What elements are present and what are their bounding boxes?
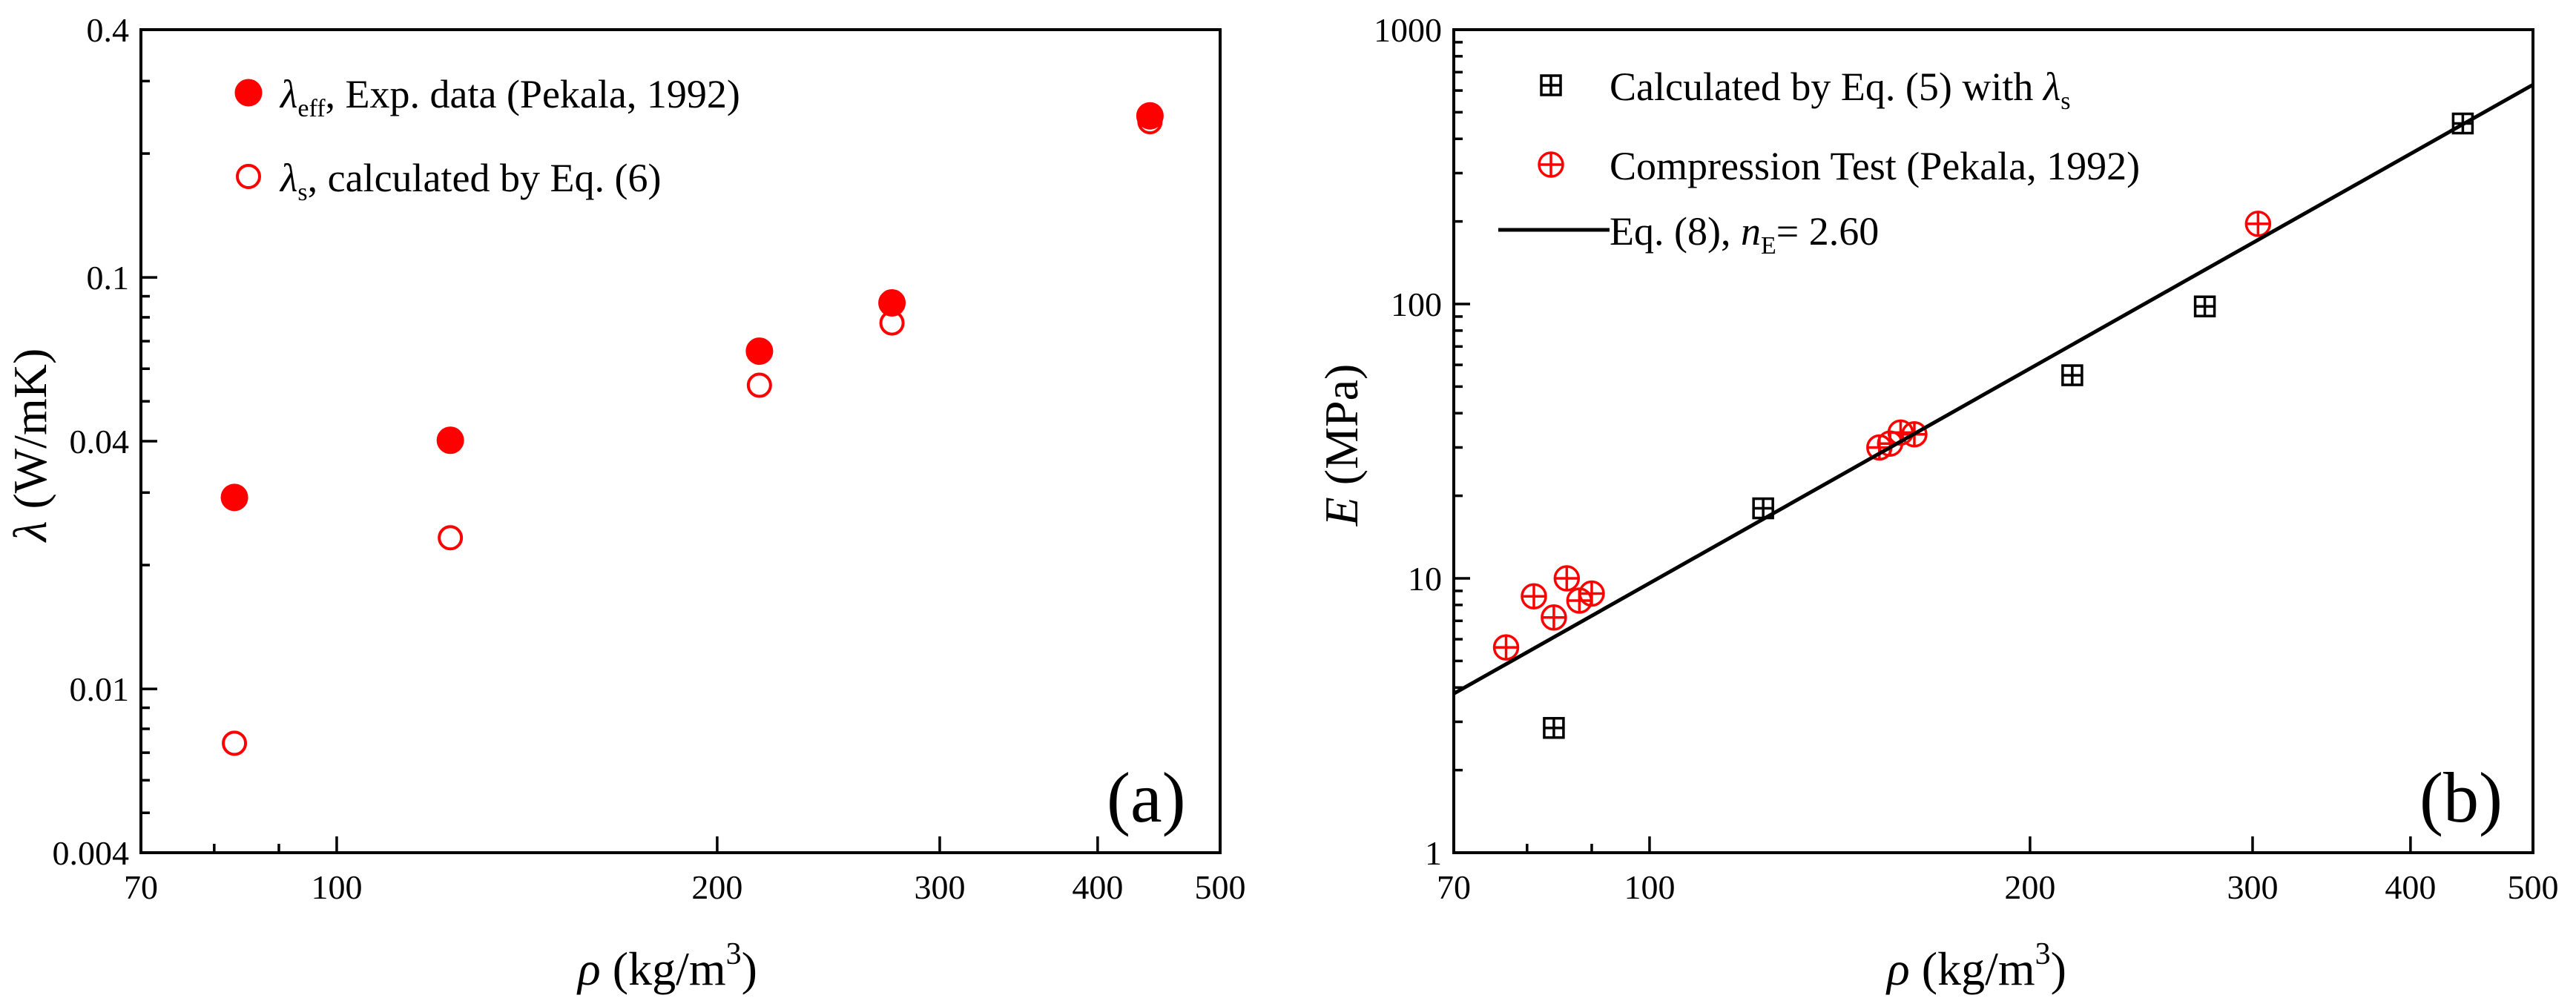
panel-a-legend: λeff, Exp. data (Pekala, 1992) λs, calcu… xyxy=(234,72,740,206)
x-tick-label: 400 xyxy=(1072,868,1123,906)
y-tick-label: 0.01 xyxy=(70,670,130,708)
point-calculated xyxy=(2061,364,2083,386)
x-tick-label: 400 xyxy=(2385,868,2436,906)
point-compression xyxy=(1553,565,1581,592)
panel-a-y-axis-label: λ (W/mK) xyxy=(4,348,56,544)
panel-a-marks xyxy=(220,102,1164,756)
y-tick-label: 0.4 xyxy=(87,11,130,49)
point-calculated xyxy=(1543,716,1565,739)
panel-b-tick-labels: 70 100 200 300 400 500 1 10 100 1000 xyxy=(1374,11,2559,906)
point-lambda-s xyxy=(879,310,905,336)
point-lambda-s xyxy=(438,525,464,551)
y-tick-label: 0.004 xyxy=(53,834,130,872)
panel-b-frame xyxy=(1452,28,2534,854)
point-compression xyxy=(2244,211,2272,237)
legend-marker-compression xyxy=(1538,151,1564,178)
point-compression xyxy=(1578,580,1605,607)
legend-label-compression: Compression Test (Pekala, 1992) xyxy=(1610,144,2140,188)
y-tick-label: 0.04 xyxy=(70,423,130,460)
panel-a-frame xyxy=(139,28,1222,854)
panel-b-chart: 70 100 200 300 400 500 1 10 100 1000 Calculated b… xyxy=(1315,11,2559,995)
x-tick-label: 200 xyxy=(2004,868,2055,906)
y-tick-label: 100 xyxy=(1391,285,1442,323)
panel-a-ticks xyxy=(139,28,1222,854)
y-tick-label: 1 xyxy=(1425,834,1442,872)
panel-b-x-axis-label: ρ (kg/m3) xyxy=(1885,937,2066,995)
point-lambda-s xyxy=(222,730,248,756)
legend-marker-lambda-eff xyxy=(234,79,263,107)
point-lambda-eff xyxy=(745,337,774,366)
panel-a-x-axis-label: ρ (kg/m3) xyxy=(576,937,757,995)
point-lambda-eff xyxy=(436,426,464,455)
x-tick-label: 300 xyxy=(2227,868,2278,906)
panel-b-ticks xyxy=(1452,28,2534,854)
legend-marker-lambda-s xyxy=(236,164,261,189)
point-compression xyxy=(1521,583,1547,609)
panel-b-y-axis-label: E (MPa) xyxy=(1315,364,1368,527)
legend-label-calculated: Calculated by Eq. (5) with λs xyxy=(1610,65,2070,115)
point-lambda-s xyxy=(1137,109,1163,135)
panel-a-tag: (a) xyxy=(1107,758,1186,837)
panel-b-legend: Calculated by Eq. (5) with λs Compressio… xyxy=(1498,65,2140,260)
y-tick-label: 0.1 xyxy=(87,259,130,297)
y-tick-label: 1000 xyxy=(1374,11,1442,49)
point-calculated xyxy=(2193,295,2216,317)
point-lambda-eff xyxy=(220,483,248,512)
panel-b-marks xyxy=(1452,83,2534,739)
legend-marker-calculated xyxy=(1540,74,1562,96)
x-tick-label: 70 xyxy=(1437,868,1471,906)
x-tick-label: 300 xyxy=(914,868,965,906)
panel-a-tick-labels: 70 100 200 300 400 500 0.004 0.01 0.04 0.1 0.4 xyxy=(53,11,1246,906)
point-lambda-eff xyxy=(878,289,906,317)
x-tick-label: 500 xyxy=(1195,868,1246,906)
x-tick-label: 200 xyxy=(691,868,742,906)
point-compression xyxy=(1492,634,1520,661)
legend-label-lambda-s: λs, calculated by Eq. (6) xyxy=(279,156,661,206)
x-tick-label: 100 xyxy=(1624,868,1675,906)
legend-label-fit-line: Eq. (8), nE= 2.60 xyxy=(1610,209,1879,260)
fit-line xyxy=(1452,83,2534,696)
x-tick-label: 500 xyxy=(2508,868,2559,906)
point-lambda-s xyxy=(746,372,772,398)
point-lambda-eff xyxy=(1136,102,1164,130)
point-compression xyxy=(1541,604,1567,631)
panel-b-tag: (b) xyxy=(2419,758,2503,837)
x-tick-label: 70 xyxy=(124,868,158,906)
legend-label-lambda-eff: λeff, Exp. data (Pekala, 1992) xyxy=(279,72,740,122)
y-tick-label: 10 xyxy=(1408,560,1442,598)
x-tick-label: 100 xyxy=(311,868,362,906)
panel-a-chart: 70 100 200 300 400 500 0.004 0.01 0.04 0.1 0.4 λef… xyxy=(4,11,1246,995)
